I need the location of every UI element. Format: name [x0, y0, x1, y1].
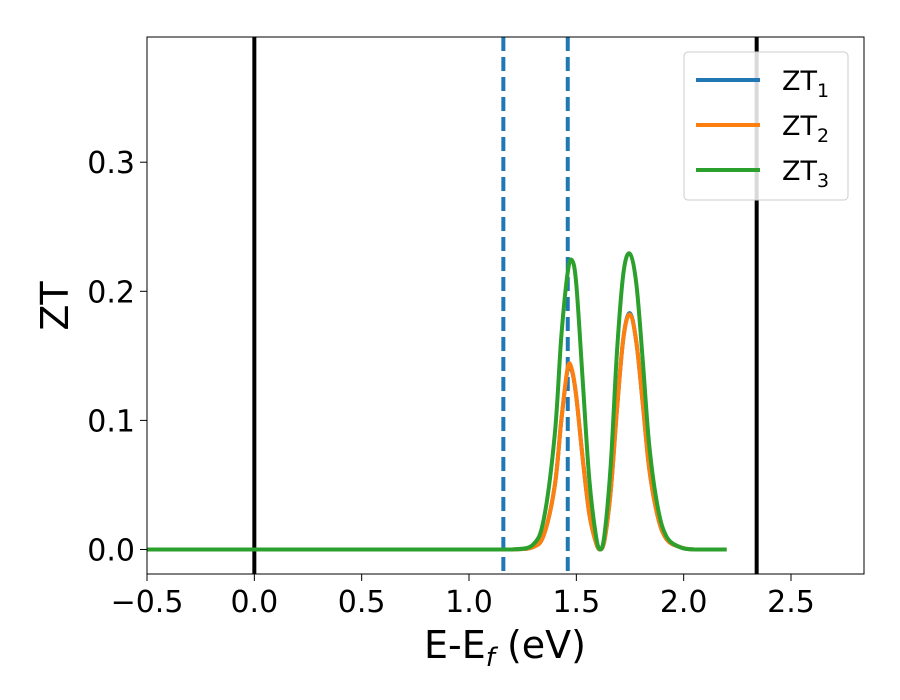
- y-tick-label: 0.2: [87, 275, 135, 310]
- plot-frame: [146, 36, 865, 575]
- legend-label-zt3-main: ZT: [782, 156, 817, 187]
- x-tick-label: 2.0: [660, 585, 708, 620]
- x-tick-label: 1.0: [445, 585, 493, 620]
- legend-label-zt2-sub: 2: [817, 125, 829, 147]
- series-line-zt3: [147, 251, 727, 552]
- legend-frame: [683, 51, 849, 201]
- x-axis-title-unit: (eV): [495, 623, 586, 667]
- legend-label-zt1-main: ZT: [782, 66, 817, 97]
- legend-label-zt2: ZT2: [782, 111, 829, 147]
- x-tick-label: 0.5: [338, 585, 386, 620]
- x-axis-title: E-Ef (eV): [424, 623, 586, 673]
- y-axis-title: ZT: [33, 281, 77, 331]
- y-axis-ticks: 0.0 0.1 0.2 0.3: [87, 146, 147, 568]
- x-axis-title-main: E-E: [424, 623, 486, 667]
- x-axis-ticks: −0.5 0.0 0.5 1.0 1.5 2.0 2.5: [111, 574, 815, 620]
- y-tick-label: 0.0: [87, 533, 135, 568]
- legend-label-zt3-sub: 3: [817, 170, 829, 192]
- legend: ZT1 ZT2 ZT3: [683, 51, 849, 201]
- legend-label-zt3: ZT3: [782, 156, 829, 192]
- y-tick-label: 0.3: [87, 146, 135, 181]
- x-tick-label: 1.5: [552, 585, 600, 620]
- legend-label-zt1-sub: 1: [817, 80, 829, 102]
- x-tick-label: 0.0: [230, 585, 278, 620]
- legend-label-zt1: ZT1: [782, 66, 829, 102]
- series-lines: [147, 251, 727, 552]
- x-tick-label: 2.5: [767, 585, 815, 620]
- legend-label-zt2-main: ZT: [782, 111, 817, 142]
- y-tick-label: 0.1: [87, 404, 135, 439]
- x-tick-label: −0.5: [111, 585, 184, 620]
